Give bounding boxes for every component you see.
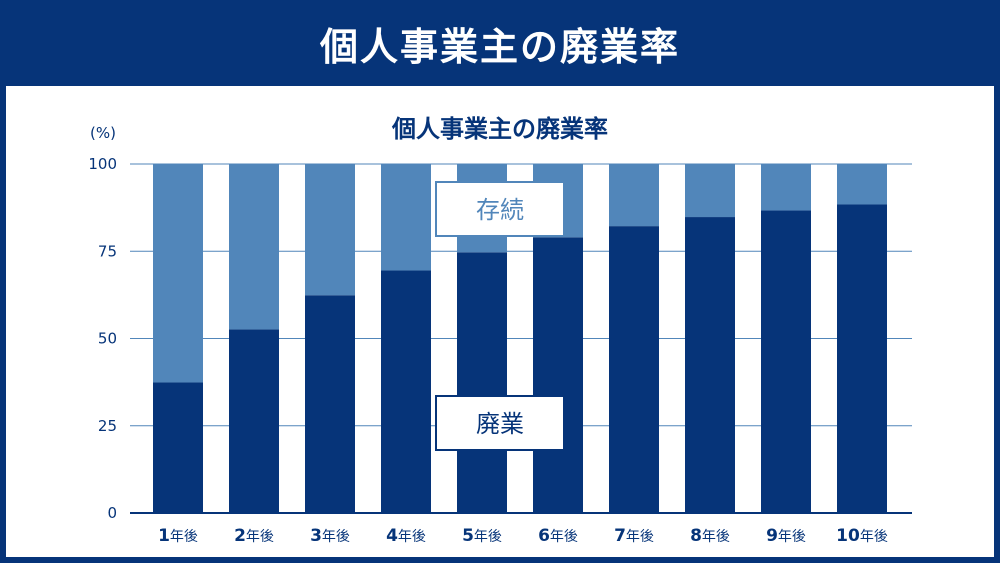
y-tick-label: 25 [98,417,117,435]
bar-survival [305,164,355,296]
bar-survival [837,164,887,205]
x-tick-label: 1年後 [158,526,198,546]
x-tick-label: 3年後 [310,526,350,546]
y-tick-label: 100 [88,155,117,173]
legend-box-closure [435,395,565,451]
x-tick-label: 7年後 [614,526,654,546]
bar-survival [761,164,811,211]
bar-closure [685,217,735,513]
y-tick-label: 0 [107,504,117,522]
x-tick-label: 4年後 [386,526,426,546]
legend-label-survival: 存続 [476,196,524,224]
bar-closure [761,210,811,514]
x-tick-label: 5年後 [462,526,502,546]
bar-survival [381,164,431,271]
page-title: 個人事業主の廃業率 [319,24,680,69]
bar-survival [153,164,203,383]
legend-label-closure: 廃業 [476,410,524,438]
bar-closure [229,329,279,513]
x-tick-label: 6年後 [538,526,578,546]
bar-survival [229,164,279,330]
bar-closure [609,226,659,513]
y-tick-label: 75 [98,242,117,260]
x-tick-label: 9年後 [766,526,806,546]
legend-box-survival [435,181,565,237]
x-tick-label: 8年後 [690,526,730,546]
x-tick-label: 2年後 [234,526,274,546]
x-tick-label: 10年後 [836,526,888,546]
bar-closure [153,382,203,513]
chart-title: 個人事業主の廃業率 [391,115,608,143]
y-tick-label: 50 [98,330,117,348]
bar-closure [305,295,355,513]
bar-closure [381,270,431,513]
bar-survival [609,164,659,227]
bar-survival [685,164,735,218]
y-axis-unit: (%) [90,124,116,142]
bar-closure [533,237,583,514]
bar-closure [457,252,507,513]
bar-closure [837,204,887,513]
